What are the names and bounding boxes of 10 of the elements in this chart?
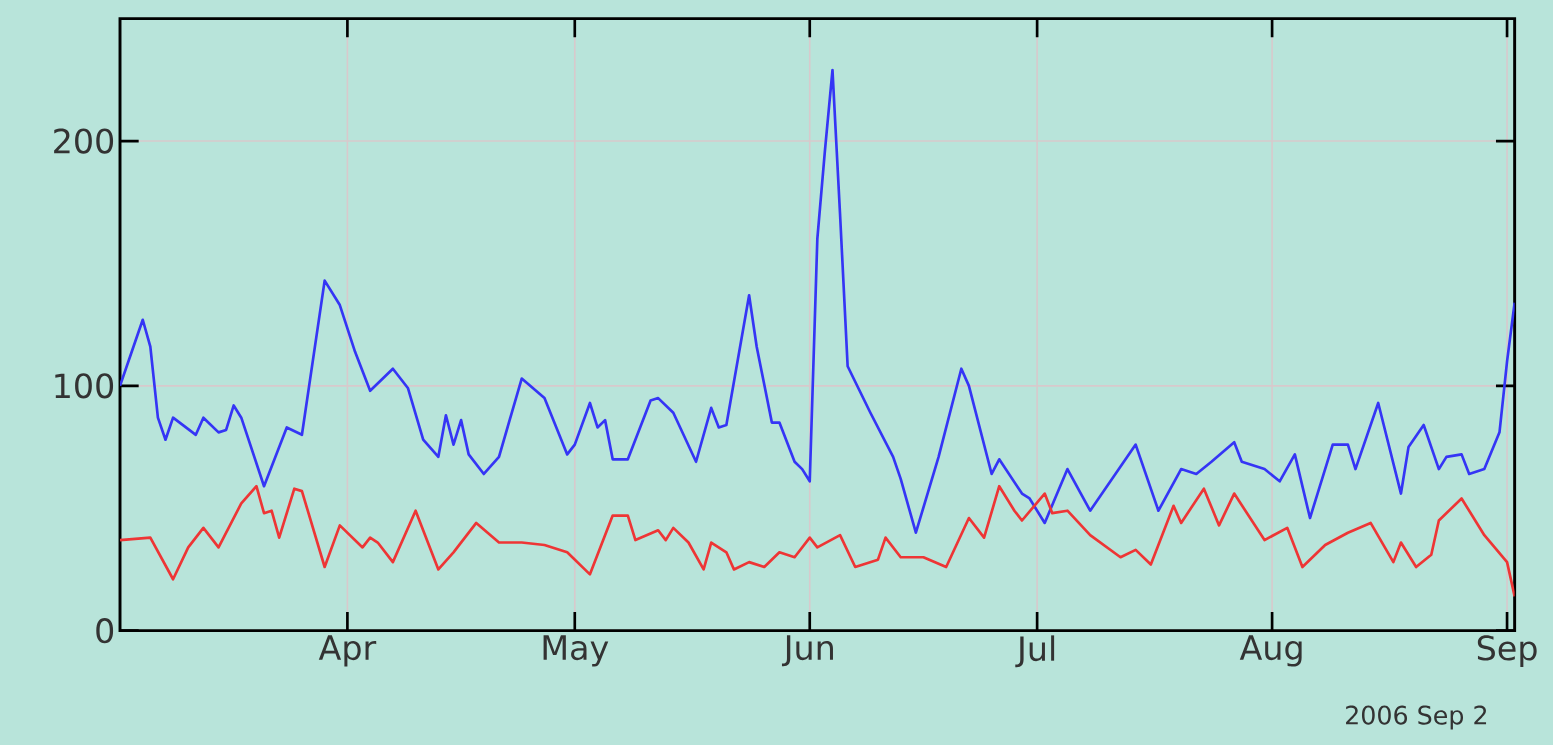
x-tick-label: Sep bbox=[1477, 635, 1537, 668]
text: 2006 Sep 2 bbox=[1346, 705, 1487, 730]
y-tick-label: 100 bbox=[55, 373, 114, 399]
x-tick-label: Aug bbox=[1239, 635, 1302, 667]
y-tick-label: 200 bbox=[54, 128, 114, 154]
y-tick-label: 0 bbox=[96, 618, 114, 644]
x-tick-label: May bbox=[543, 635, 609, 667]
x-tick-label: Jun bbox=[781, 635, 833, 667]
x-tick-label: Apr bbox=[318, 635, 377, 667]
x-tick-label: Jul bbox=[1015, 635, 1055, 668]
